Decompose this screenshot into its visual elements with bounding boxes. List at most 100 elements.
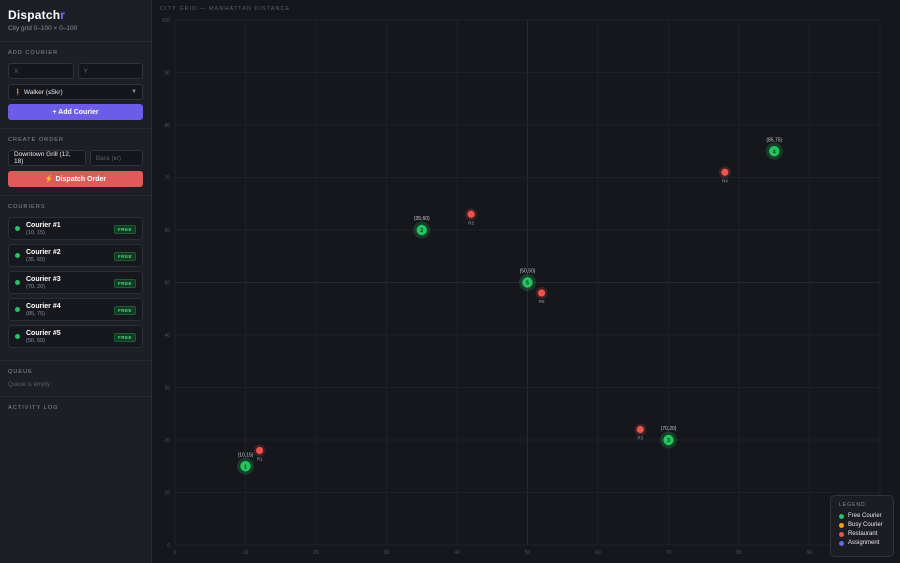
restaurant-select[interactable]: Downtown Grill (12, 18) [8, 150, 86, 166]
y-tick-label: 30 [164, 386, 170, 392]
courier-coord-label: (10,15) [238, 452, 254, 458]
courier-name: Courier #2 [26, 248, 61, 256]
legend-label: Assignment [848, 540, 880, 546]
y-tick-label: 60 [164, 228, 170, 234]
chevron-down-icon: ▼ [131, 89, 137, 95]
courier-y-input[interactable]: Y [77, 63, 143, 79]
restaurant-label: R1 [257, 457, 263, 462]
courier-coord-label: (70,20) [661, 426, 677, 432]
legend-item: Busy Courier [839, 522, 885, 528]
courier-coords: (10, 15) [26, 229, 45, 236]
couriers-section: COURIERS Courier #1 (10, 15) FREE Courie… [0, 196, 151, 361]
restaurant-marker [256, 446, 264, 455]
courier-list: Courier #1 (10, 15) FREE Courier #2 (35,… [8, 217, 143, 348]
city-grid-map[interactable]: 0 10 20 30 40 50 60 70 80 90100908070605040302010… [152, 0, 900, 563]
courier-marker-id: 1 [244, 464, 247, 470]
courier-marker [416, 224, 427, 236]
y-tick-label: 0 [167, 543, 170, 549]
courier-marker [240, 461, 251, 472]
map-title: CITY GRID — MANHATTAN DISTANCE [160, 6, 291, 12]
activity-section: ACTIVITY LOG [0, 397, 151, 426]
courier-x-input[interactable]: X [8, 63, 74, 79]
restaurant-label: R4 [722, 178, 728, 183]
courier-name: Courier #4 [26, 302, 61, 310]
app-title: Dispatchr [8, 8, 66, 22]
x-tick-label: 20 [313, 550, 319, 556]
sidebar: Dispatchr City grid 0–100 × 0–100 ADD CO… [0, 0, 152, 563]
courier-card[interactable]: Courier #2 (35, 60) FREE [8, 244, 143, 267]
restaurant-label: R2 [468, 220, 474, 225]
courier-card[interactable]: Courier #4 (85, 75) FREE [8, 298, 143, 321]
courier-coord-label: (50,50) [520, 269, 536, 275]
x-tick-label: 0 [174, 550, 177, 556]
status-badge: FREE [113, 306, 136, 315]
status-badge: FREE [113, 279, 136, 288]
courier-coords: (70, 20) [26, 283, 45, 290]
vehicle-select[interactable]: 🚶 Walker (≤5kr) ▼ [8, 84, 143, 100]
queue-title: QUEUE [8, 369, 33, 375]
x-tick-label: 50 [525, 550, 531, 556]
courier-card[interactable]: Courier #5 (50, 50) FREE [8, 325, 143, 348]
courier-card[interactable]: Courier #1 (10, 15) FREE [8, 217, 143, 240]
courier-marker-id: 3 [667, 438, 670, 444]
courier-marker-id: 5 [526, 281, 529, 287]
courier-coords: (50, 50) [26, 337, 45, 344]
create-order-title: CREATE ORDER [8, 137, 65, 143]
y-tick-label: 50 [164, 281, 170, 287]
status-badge: FREE [113, 225, 136, 234]
restaurant-marker [538, 289, 546, 297]
legend-title: LEGEND [839, 502, 866, 508]
courier-marker-id: 2 [420, 228, 423, 234]
status-dot-icon [15, 253, 20, 258]
legend-swatch-icon [839, 513, 844, 519]
status-badge: FREE [113, 333, 136, 342]
legend-item: Restaurant [839, 531, 885, 537]
add-courier-section: ADD COURIER X Y 🚶 Walker (≤5kr) ▼ + Add … [0, 42, 151, 129]
courier-coords: (35, 60) [26, 256, 45, 263]
status-dot-icon [15, 307, 20, 312]
legend: LEGEND Free Courier Busy Courier Restauran… [830, 495, 894, 557]
restaurant-marker [636, 425, 644, 434]
legend-label: Busy Courier [848, 522, 883, 528]
y-tick-label: 70 [164, 176, 170, 182]
courier-coord-label: (35,60) [414, 216, 430, 222]
status-dot-icon [15, 334, 20, 339]
map-panel: CITY GRID — MANHATTAN DISTANCE 0 10 20 30 40… [152, 0, 900, 563]
status-dot-icon [15, 226, 20, 231]
legend-swatch-icon [839, 522, 844, 528]
x-tick-label: 30 [384, 550, 390, 556]
y-tick-label: 80 [164, 123, 170, 129]
x-tick-label: 60 [595, 550, 601, 556]
y-tick-label: 10 [164, 491, 170, 497]
y-tick-label: 20 [164, 438, 170, 444]
courier-card[interactable]: Courier #3 (70, 20) FREE [8, 271, 143, 294]
add-courier-button[interactable]: + Add Courier [8, 104, 143, 120]
restaurant-label: R5 [539, 299, 545, 304]
status-badge: FREE [113, 252, 136, 261]
app-subtitle: City grid 0–100 × 0–100 [8, 25, 78, 32]
restaurant-label: R3 [637, 436, 643, 441]
courier-marker [663, 434, 674, 446]
brand-header: Dispatchr City grid 0–100 × 0–100 [0, 0, 151, 42]
courier-name: Courier #1 [26, 221, 61, 229]
status-dot-icon [15, 280, 20, 285]
add-courier-title: ADD COURIER [8, 50, 59, 56]
legend-item: Assignment [839, 540, 885, 546]
y-tick-label: 100 [162, 18, 171, 24]
courier-marker [522, 277, 533, 288]
x-tick-label: 80 [736, 550, 742, 556]
x-tick-label: 70 [666, 550, 672, 556]
y-tick-label: 90 [164, 71, 170, 77]
dispatch-order-button[interactable]: ⚡ Dispatch Order [8, 171, 143, 187]
order-weight-input[interactable]: Вага (кг) [89, 150, 143, 166]
x-tick-label: 40 [454, 550, 460, 556]
queue-empty-text: Queue is empty [8, 382, 51, 388]
create-order-section: CREATE ORDER Downtown Grill (12, 18) Ваг… [0, 129, 151, 196]
activity-title: ACTIVITY LOG [8, 405, 59, 411]
courier-name: Courier #5 [26, 329, 61, 337]
legend-label: Free Courier [848, 513, 882, 519]
courier-name: Courier #3 [26, 275, 61, 283]
legend-swatch-icon [839, 531, 844, 537]
legend-label: Restaurant [848, 531, 878, 537]
